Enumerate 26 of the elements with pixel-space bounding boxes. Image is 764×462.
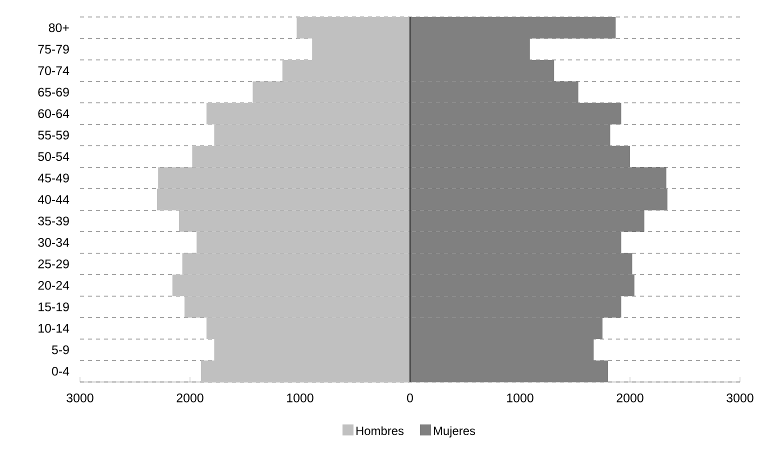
y-tick-label: 80+ <box>48 23 69 32</box>
x-tick-label: 3000 <box>726 394 754 402</box>
y-tick-label: 35-39 <box>38 216 69 226</box>
y-tick-label: 10-14 <box>38 324 70 333</box>
y-tick-label: 15-19 <box>38 302 69 312</box>
x-tick-label: 0 <box>407 394 413 402</box>
y-tick-label: 55-59 <box>38 130 69 140</box>
legend-label: Hombres <box>356 426 404 436</box>
y-tick-label: 30-34 <box>38 238 70 247</box>
y-tick-label: 60-64 <box>38 109 70 118</box>
y-tick-label: 70-74 <box>38 66 70 76</box>
legend-label: Mujeres <box>434 426 476 438</box>
y-tick-label: 5-9 <box>52 345 69 354</box>
y-tick-label: 75-79 <box>38 44 69 54</box>
y-tick-label: 20-24 <box>38 280 70 290</box>
x-tick-label: 2000 <box>616 394 644 402</box>
x-tick-label: 1000 <box>287 394 314 402</box>
x-tick-label: 3000 <box>66 394 94 402</box>
x-tick-label: 2000 <box>176 394 204 402</box>
y-tick-label: 25-29 <box>38 260 69 268</box>
y-tick-label: 0-4 <box>52 366 70 376</box>
y-tick-label: 40-44 <box>38 195 70 204</box>
x-tick-label: 1000 <box>507 394 534 402</box>
y-tick-label: 45-49 <box>38 174 69 182</box>
y-tick-label: 50-54 <box>38 152 70 161</box>
y-tick-label: 65-69 <box>38 88 69 97</box>
